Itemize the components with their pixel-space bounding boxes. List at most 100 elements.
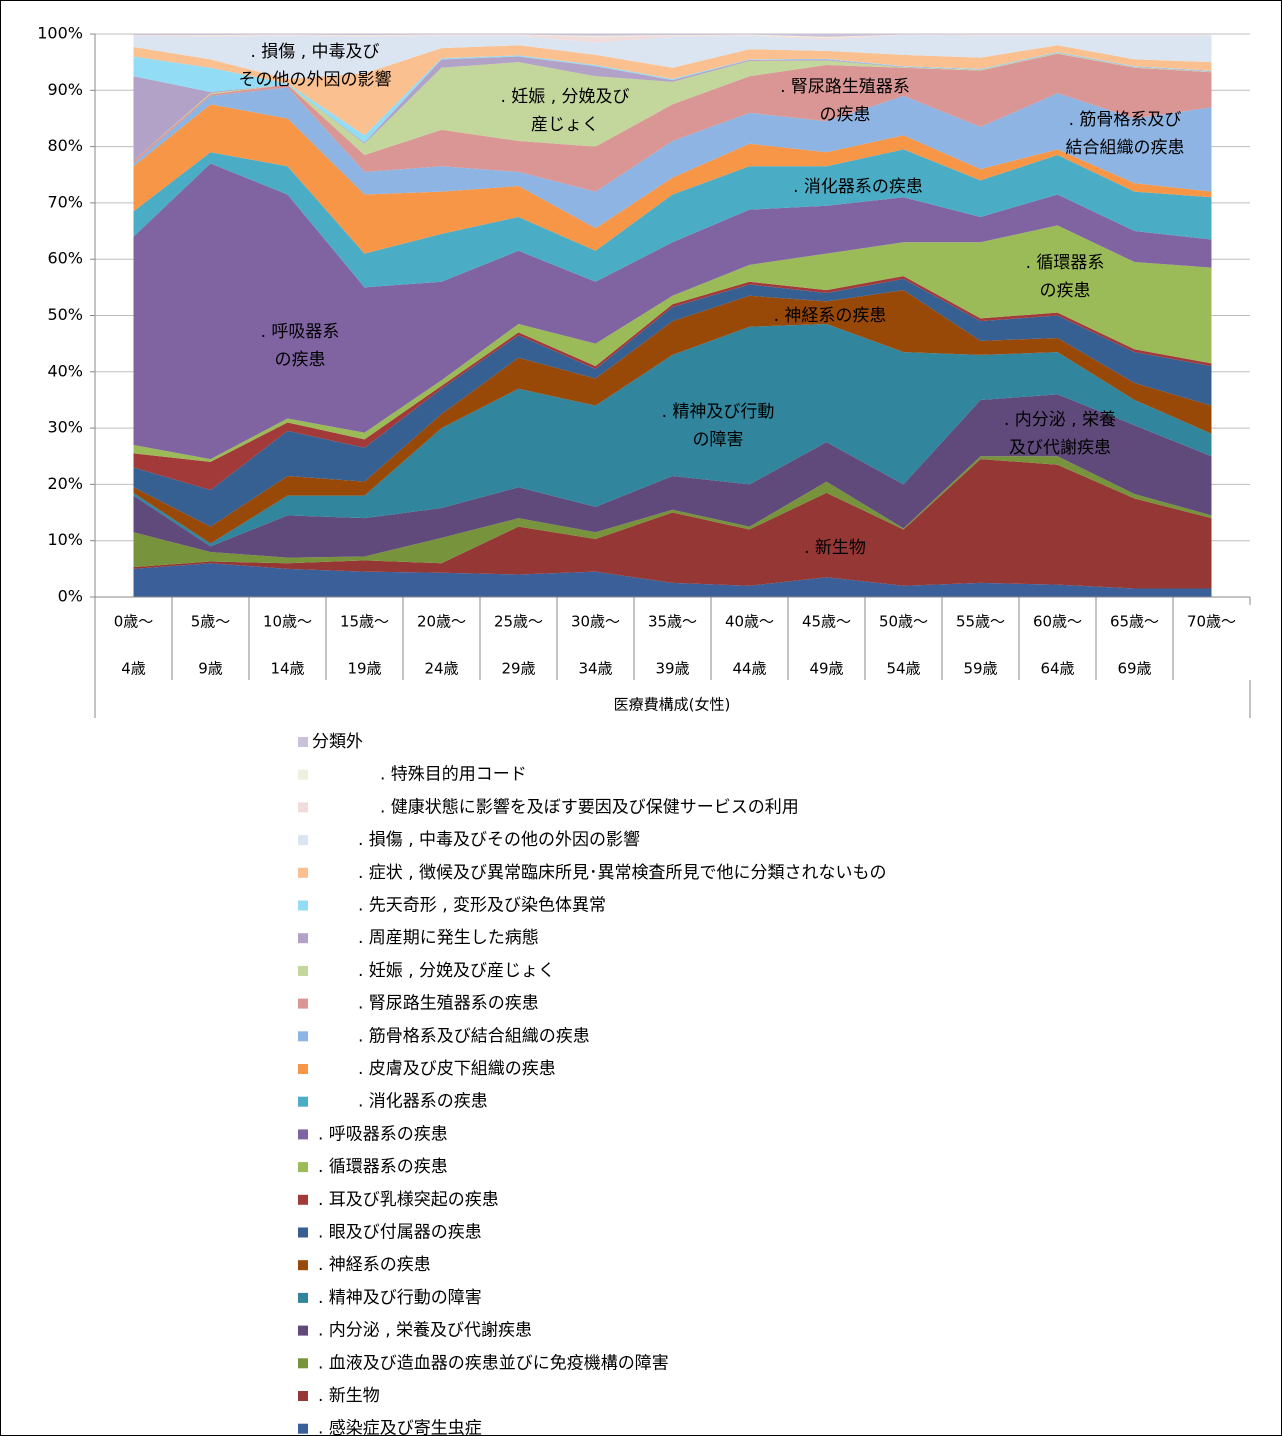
legend-label: . 先天奇形 , 変形及び染色体異常 bbox=[358, 896, 606, 916]
annotation: 産じょく bbox=[531, 115, 599, 135]
legend-swatch bbox=[298, 1260, 308, 1271]
legend-label: . 損傷 , 中毒及びその他の外因の影響 bbox=[358, 830, 640, 850]
x-tick-label: 55歳～ bbox=[956, 613, 1005, 631]
legend-label: . 特殊目的用コード bbox=[380, 765, 527, 785]
legend-swatch bbox=[298, 769, 308, 780]
x-tick-label: 29歳 bbox=[501, 660, 535, 678]
y-tick-label: 80% bbox=[47, 136, 83, 155]
legend-swatch bbox=[298, 900, 308, 911]
annotation: の疾患 bbox=[1040, 281, 1091, 301]
x-tick-label: 0歳～ bbox=[114, 613, 154, 631]
x-tick-label: 44歳 bbox=[732, 660, 766, 678]
legend-label: 分類外 bbox=[312, 732, 363, 752]
y-tick-label: 50% bbox=[47, 305, 83, 324]
x-tick-label: 59歳 bbox=[963, 660, 997, 678]
area bbox=[133, 290, 1212, 544]
legend-label: . 神経系の疾患 bbox=[318, 1255, 431, 1275]
x-tick-label: 50歳～ bbox=[879, 613, 928, 631]
legend-label: . 呼吸器系の疾患 bbox=[318, 1124, 448, 1144]
area bbox=[133, 459, 1212, 589]
y-tick-label: 90% bbox=[47, 80, 83, 99]
y-tick-label: 60% bbox=[47, 249, 83, 268]
x-tick-label: 49歳 bbox=[809, 660, 843, 678]
x-tick-label: 20歳～ bbox=[417, 613, 466, 631]
x-tick-label: 45歳～ bbox=[802, 613, 851, 631]
legend-swatch bbox=[298, 802, 308, 813]
annotation: . 新生物 bbox=[804, 538, 866, 558]
legend-swatch bbox=[298, 1358, 308, 1369]
legend-swatch bbox=[298, 867, 308, 878]
legend-swatch bbox=[298, 1391, 308, 1401]
annotation: . 精神及び行動 bbox=[662, 402, 775, 422]
legend-swatch bbox=[298, 1096, 308, 1107]
legend-label: . 眼及び付属器の疾患 bbox=[318, 1223, 482, 1243]
x-tick-label: 25歳～ bbox=[494, 613, 543, 631]
legend-swatch bbox=[298, 965, 308, 976]
area bbox=[133, 87, 1212, 229]
x-tick-label: 35歳～ bbox=[648, 613, 697, 631]
y-tick-label: 40% bbox=[47, 361, 83, 380]
y-tick-label: 70% bbox=[47, 192, 83, 211]
area bbox=[133, 53, 1212, 161]
legend-label: . 耳及び乳様突起の疾患 bbox=[318, 1190, 499, 1210]
area bbox=[133, 225, 1212, 462]
annotation: . 腎尿路生殖器系 bbox=[780, 77, 910, 97]
legend-label: . 感染症及び寄生虫症 bbox=[318, 1419, 482, 1436]
annotation: . 妊娠 , 分娩及び bbox=[500, 87, 629, 107]
legend-swatch bbox=[298, 1227, 308, 1238]
legend-swatch bbox=[298, 737, 308, 747]
legend-label: . 腎尿路生殖器系の疾患 bbox=[358, 994, 539, 1014]
legend-label: . 新生物 bbox=[318, 1386, 380, 1406]
x-tick-label: 65歳～ bbox=[1110, 613, 1159, 631]
legend-label: . 内分泌 , 栄養及び代謝疾患 bbox=[318, 1321, 532, 1341]
legend-label: . 精神及び行動の障害 bbox=[318, 1288, 482, 1308]
y-tick-label: 100% bbox=[37, 24, 83, 43]
area bbox=[133, 34, 1212, 37]
x-tick-label: 15歳～ bbox=[340, 613, 389, 631]
legend-label: . 妊娠 , 分娩及び産じょく bbox=[358, 961, 555, 981]
y-tick-label: 30% bbox=[47, 418, 83, 437]
annotation: 及び代謝疾患 bbox=[1009, 438, 1111, 458]
area bbox=[133, 394, 1212, 558]
x-tick-label: 30歳～ bbox=[571, 613, 620, 631]
annotation: その他の外因の影響 bbox=[239, 70, 392, 90]
x-axis-title: 医療費構成(女性) bbox=[614, 696, 731, 714]
annotation: . 筋骨格系及び bbox=[1069, 110, 1182, 130]
legend-label: . 筋骨格系及び結合組織の疾患 bbox=[358, 1026, 590, 1046]
area bbox=[133, 163, 1212, 460]
area bbox=[133, 323, 1212, 547]
annotation: . 損傷 , 中毒及び bbox=[250, 42, 379, 62]
legend-label: . 消化器系の疾患 bbox=[358, 1092, 488, 1112]
x-tick-label: 19歳 bbox=[347, 660, 381, 678]
legend-swatch bbox=[298, 1423, 308, 1434]
x-tick-label: 5歳～ bbox=[191, 613, 231, 631]
x-tick-label: 54歳 bbox=[886, 660, 920, 678]
area bbox=[133, 35, 1212, 80]
x-tick-label: 60歳～ bbox=[1033, 613, 1082, 631]
legend-swatch bbox=[298, 1064, 308, 1074]
legend-swatch bbox=[298, 1292, 308, 1303]
annotation: . 内分泌 , 栄養 bbox=[1004, 410, 1116, 430]
x-tick-label: 64歳 bbox=[1040, 660, 1074, 678]
y-tick-label: 20% bbox=[47, 474, 83, 493]
x-tick-label: 9歳 bbox=[198, 660, 223, 678]
area bbox=[133, 53, 1212, 192]
legend-swatch bbox=[298, 998, 308, 1009]
legend-label: . 健康状態に影響を及ぼす要因及び保健サービスの利用 bbox=[380, 797, 799, 817]
legend-label: . 皮膚及び皮下組織の疾患 bbox=[358, 1059, 556, 1079]
legend-swatch bbox=[298, 1325, 308, 1336]
legend-swatch bbox=[298, 1031, 308, 1042]
annotation: . 呼吸器系 bbox=[261, 322, 340, 342]
x-tick-label: 70歳～ bbox=[1187, 613, 1236, 631]
legend-swatch bbox=[298, 1162, 308, 1173]
area bbox=[133, 34, 1212, 38]
annotation: 結合組織の疾患 bbox=[1066, 138, 1185, 158]
annotation: の疾患 bbox=[820, 105, 871, 125]
legend-swatch bbox=[298, 835, 308, 846]
legend-swatch bbox=[298, 933, 308, 944]
legend-swatch bbox=[298, 1194, 308, 1205]
x-tick-label: 40歳～ bbox=[725, 613, 774, 631]
area bbox=[133, 563, 1212, 597]
annotation: . 神経系の疾患 bbox=[774, 306, 887, 326]
